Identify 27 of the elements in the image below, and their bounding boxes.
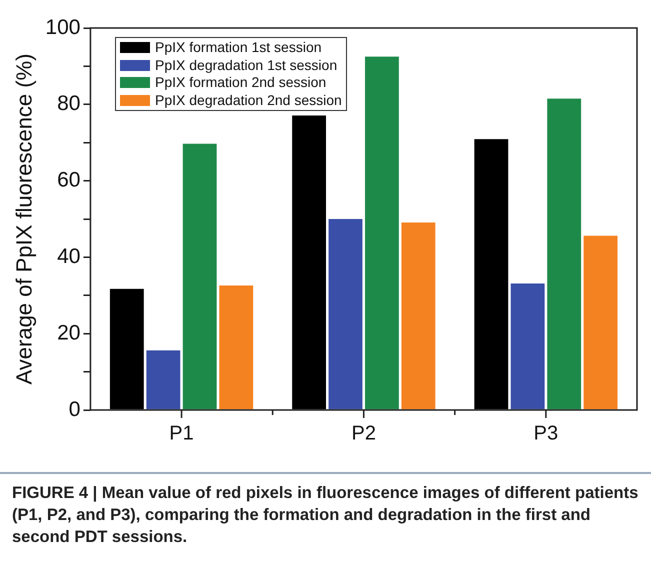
y-tick-label: 60	[57, 168, 80, 192]
bar	[146, 350, 180, 410]
y-axis-title: Average of PpIX fluorescence (%)	[11, 54, 36, 384]
bar	[110, 288, 144, 410]
x-tick-label: P3	[534, 422, 558, 445]
bar	[292, 115, 326, 410]
x-tick-label: P2	[351, 422, 376, 445]
bar	[328, 219, 362, 410]
y-tick-label: 40	[57, 244, 80, 268]
legend-label: PpIX formation 2nd session	[155, 74, 326, 92]
bar	[182, 144, 217, 410]
bar	[474, 139, 508, 410]
bar	[510, 284, 545, 410]
bar	[219, 285, 254, 410]
y-tick-label: 0	[68, 398, 80, 421]
bar	[584, 236, 618, 410]
bar	[364, 56, 399, 410]
y-tick-label: 100	[45, 16, 80, 39]
legend-label: PpIX degradation 1st session	[155, 56, 338, 74]
bar	[401, 222, 436, 410]
y-tick-label: 20	[57, 321, 80, 344]
caption: FIGURE 4 | Mean value of red pixels in fluorescence images of different patients (P1, P2, and P3), comparing the formation and degradation in the first and second PDT sessions.	[0, 472, 651, 548]
x-tick-label: P1	[169, 422, 194, 445]
legend-label: PpIX degradation 2nd session	[155, 92, 342, 109]
y-tick-label: 80	[57, 92, 80, 116]
legend-label: PpIX formation 1st session	[155, 39, 322, 56]
bar	[547, 98, 582, 410]
